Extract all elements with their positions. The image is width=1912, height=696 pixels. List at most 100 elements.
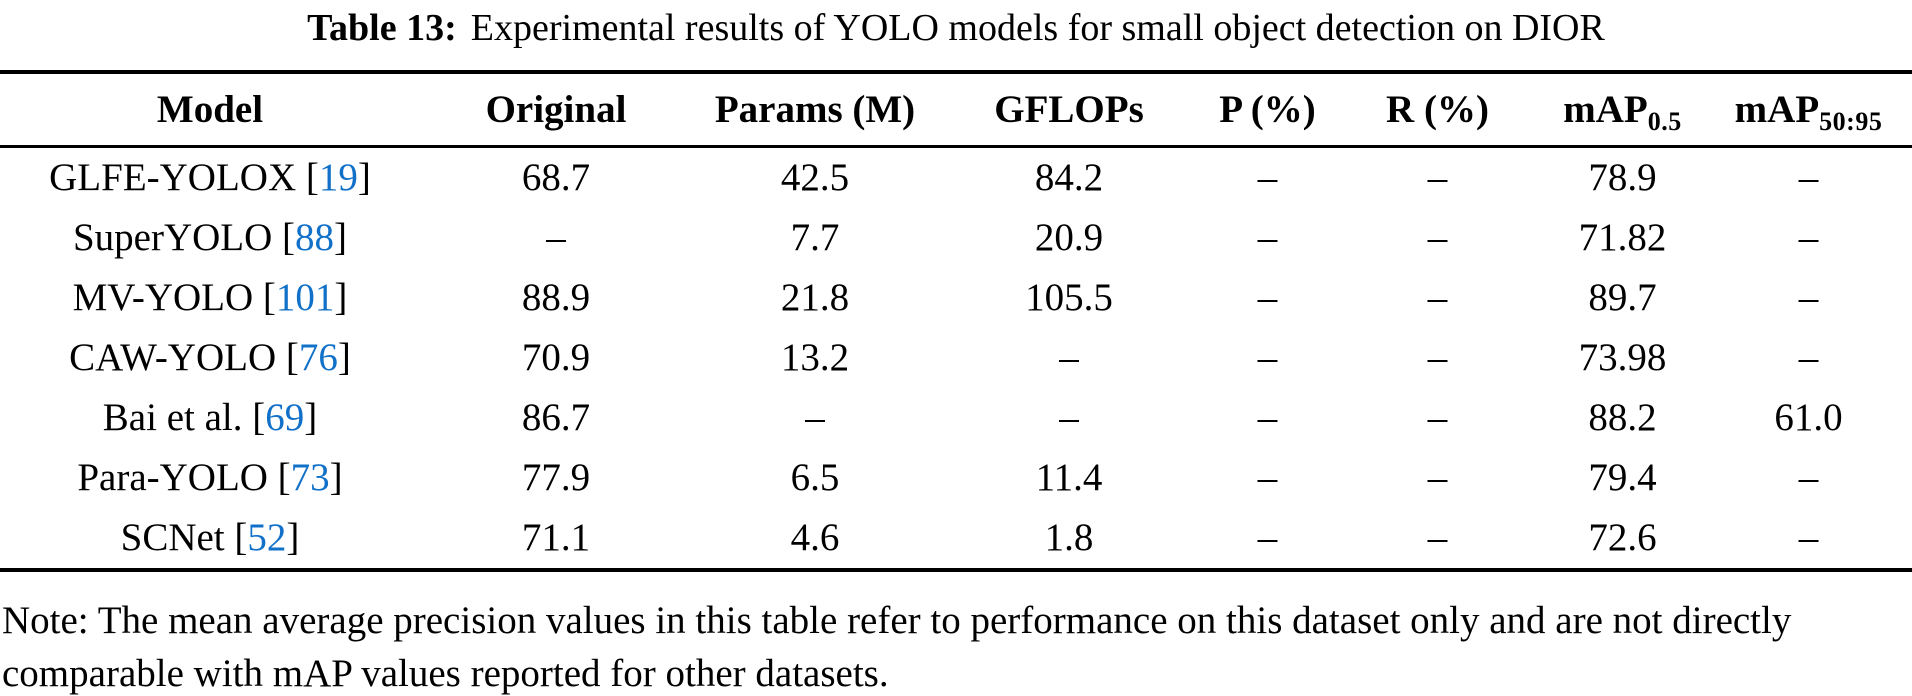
model-cell: SuperYOLO [88] <box>0 208 420 268</box>
model-cell: GLFE-YOLOX [19] <box>0 146 420 208</box>
value-cell: 21.8 <box>780 276 850 320</box>
value-cell: – <box>805 396 825 440</box>
citation-bracket-close: ] <box>357 156 371 200</box>
citation-link[interactable]: 73 <box>290 456 330 500</box>
model-name: SCNet [ <box>120 516 248 560</box>
table-row: GLFE-YOLOX [19] 68.7 42.5 84.2 – – 78.9 – <box>0 146 1912 208</box>
value-cell: 84.2 <box>1034 156 1104 200</box>
value-cell: – <box>1257 336 1278 380</box>
value-cell: 42.5 <box>780 156 850 200</box>
citation-link[interactable]: 88 <box>295 216 335 260</box>
column-header-label: Params (M) <box>714 87 916 131</box>
column-header-subscript: 0.5 <box>1647 106 1682 136</box>
value-cell: 78.9 <box>1588 156 1657 200</box>
value-cell: – <box>1798 456 1819 500</box>
model-cell: Bai et al. [69] <box>0 388 420 448</box>
column-header-subscript: 50:95 <box>1819 106 1883 136</box>
column-header-model: Model <box>0 71 420 148</box>
value-cell: – <box>1257 456 1278 500</box>
value-cell: 73.98 <box>1578 336 1667 380</box>
citation-bracket-close: ] <box>329 456 343 500</box>
value-cell: 11.4 <box>1035 456 1103 500</box>
table-row: Para-YOLO [73] 77.9 6.5 11.4 – – 79.4 – <box>0 448 1912 508</box>
table-row: CAW-YOLO [76] 70.9 13.2 – – – 73.98 – <box>0 328 1912 388</box>
table-row: MV-YOLO [101] 88.9 21.8 105.5 – – 89.7 – <box>0 268 1912 328</box>
citation-bracket-close: ] <box>286 516 300 560</box>
model-cell: MV-YOLO [101] <box>0 268 420 328</box>
value-cell: – <box>1798 336 1819 380</box>
table-row: SCNet [52] 71.1 4.6 1.8 – – 72.6 – <box>0 508 1912 570</box>
column-header-map-0-5: mAP0.5 <box>1540 71 1705 148</box>
value-cell: 20.9 <box>1034 216 1104 260</box>
citation-link[interactable]: 19 <box>318 156 358 200</box>
value-cell: – <box>1798 156 1819 200</box>
table-row: Bai et al. [69] 86.7 – – – – 88.2 61.0 <box>0 388 1912 448</box>
model-cell: Para-YOLO [73] <box>0 448 420 508</box>
table-header-row: Model Original Params (M) GFLOPs P (%) R (%) m… <box>0 71 1912 148</box>
value-cell: 71.1 <box>521 516 591 560</box>
column-header-map-50-95: mAP50:95 <box>1705 71 1912 148</box>
column-header-label: mAP <box>1563 87 1648 131</box>
model-cell: CAW-YOLO [76] <box>0 328 420 388</box>
value-cell: 70.9 <box>521 336 591 380</box>
value-cell: – <box>1798 216 1819 260</box>
citation-link[interactable]: 69 <box>265 396 305 440</box>
citation-bracket-close: ] <box>304 396 318 440</box>
value-cell: – <box>1798 516 1819 560</box>
column-header-original: Original <box>420 71 692 148</box>
value-cell: 61.0 <box>1774 396 1843 440</box>
value-cell: 7.7 <box>790 216 840 260</box>
value-cell: – <box>1427 396 1448 440</box>
column-header-label: Model <box>156 87 264 131</box>
value-cell: 86.7 <box>521 396 591 440</box>
value-cell: – <box>546 216 566 260</box>
value-cell: 72.6 <box>1588 516 1657 560</box>
table-row: SuperYOLO [88] – 7.7 20.9 – – 71.82 – <box>0 208 1912 268</box>
value-cell: – <box>1059 396 1079 440</box>
column-header-gflops: GFLOPs <box>938 71 1200 148</box>
value-cell: 6.5 <box>790 456 840 500</box>
citation-bracket-close: ] <box>337 336 351 380</box>
value-cell: – <box>1257 396 1278 440</box>
value-cell: 68.7 <box>521 156 591 200</box>
column-header-label: GFLOPs <box>994 87 1144 131</box>
model-name: SuperYOLO [ <box>72 216 296 260</box>
value-cell: 4.6 <box>790 516 840 560</box>
value-cell: – <box>1059 336 1079 380</box>
citation-bracket-close: ] <box>334 276 348 320</box>
column-header-label: mAP <box>1734 87 1820 131</box>
table-note: Note: The mean average precision values … <box>2 598 1792 695</box>
value-cell: – <box>1427 276 1448 320</box>
citation-link[interactable]: 101 <box>275 276 335 320</box>
value-cell: – <box>1427 516 1448 560</box>
value-cell: 13.2 <box>780 336 850 380</box>
column-header-r: R (%) <box>1335 71 1540 148</box>
model-cell: SCNet [52] <box>0 508 420 570</box>
value-cell: – <box>1427 156 1448 200</box>
value-cell: – <box>1427 336 1448 380</box>
value-cell: – <box>1257 276 1278 320</box>
citation-link[interactable]: 76 <box>298 336 338 380</box>
value-cell: – <box>1798 276 1819 320</box>
model-name: MV-YOLO [ <box>72 276 276 320</box>
model-name: Bai et al. [ <box>102 396 266 440</box>
table-body: GLFE-YOLOX [19] 68.7 42.5 84.2– –78.9– SuperY… <box>0 146 1912 570</box>
citation-link[interactable]: 52 <box>247 516 287 560</box>
column-header-p: P (%) <box>1200 71 1335 148</box>
model-name: CAW-YOLO [ <box>69 336 299 380</box>
value-cell: 88.2 <box>1588 396 1657 440</box>
table-caption: Table 13: Experimental results of YOLO mo… <box>0 6 1912 52</box>
value-cell: 1.8 <box>1044 516 1094 560</box>
column-header-label: Original <box>485 87 627 131</box>
results-table: Model Original Params (M) GFLOPs P (%) R (%) m… <box>0 69 1912 572</box>
value-cell: – <box>1427 216 1448 260</box>
value-cell: – <box>1257 516 1278 560</box>
value-cell: – <box>1427 456 1448 500</box>
value-cell: 71.82 <box>1578 216 1667 260</box>
model-name: Para-YOLO [ <box>77 456 291 500</box>
value-cell: 79.4 <box>1588 456 1657 500</box>
value-cell: 77.9 <box>521 456 591 500</box>
table-caption-label: Table 13: <box>307 7 457 49</box>
value-cell: – <box>1257 216 1278 260</box>
column-header-params-m: Params (M) <box>692 71 938 148</box>
